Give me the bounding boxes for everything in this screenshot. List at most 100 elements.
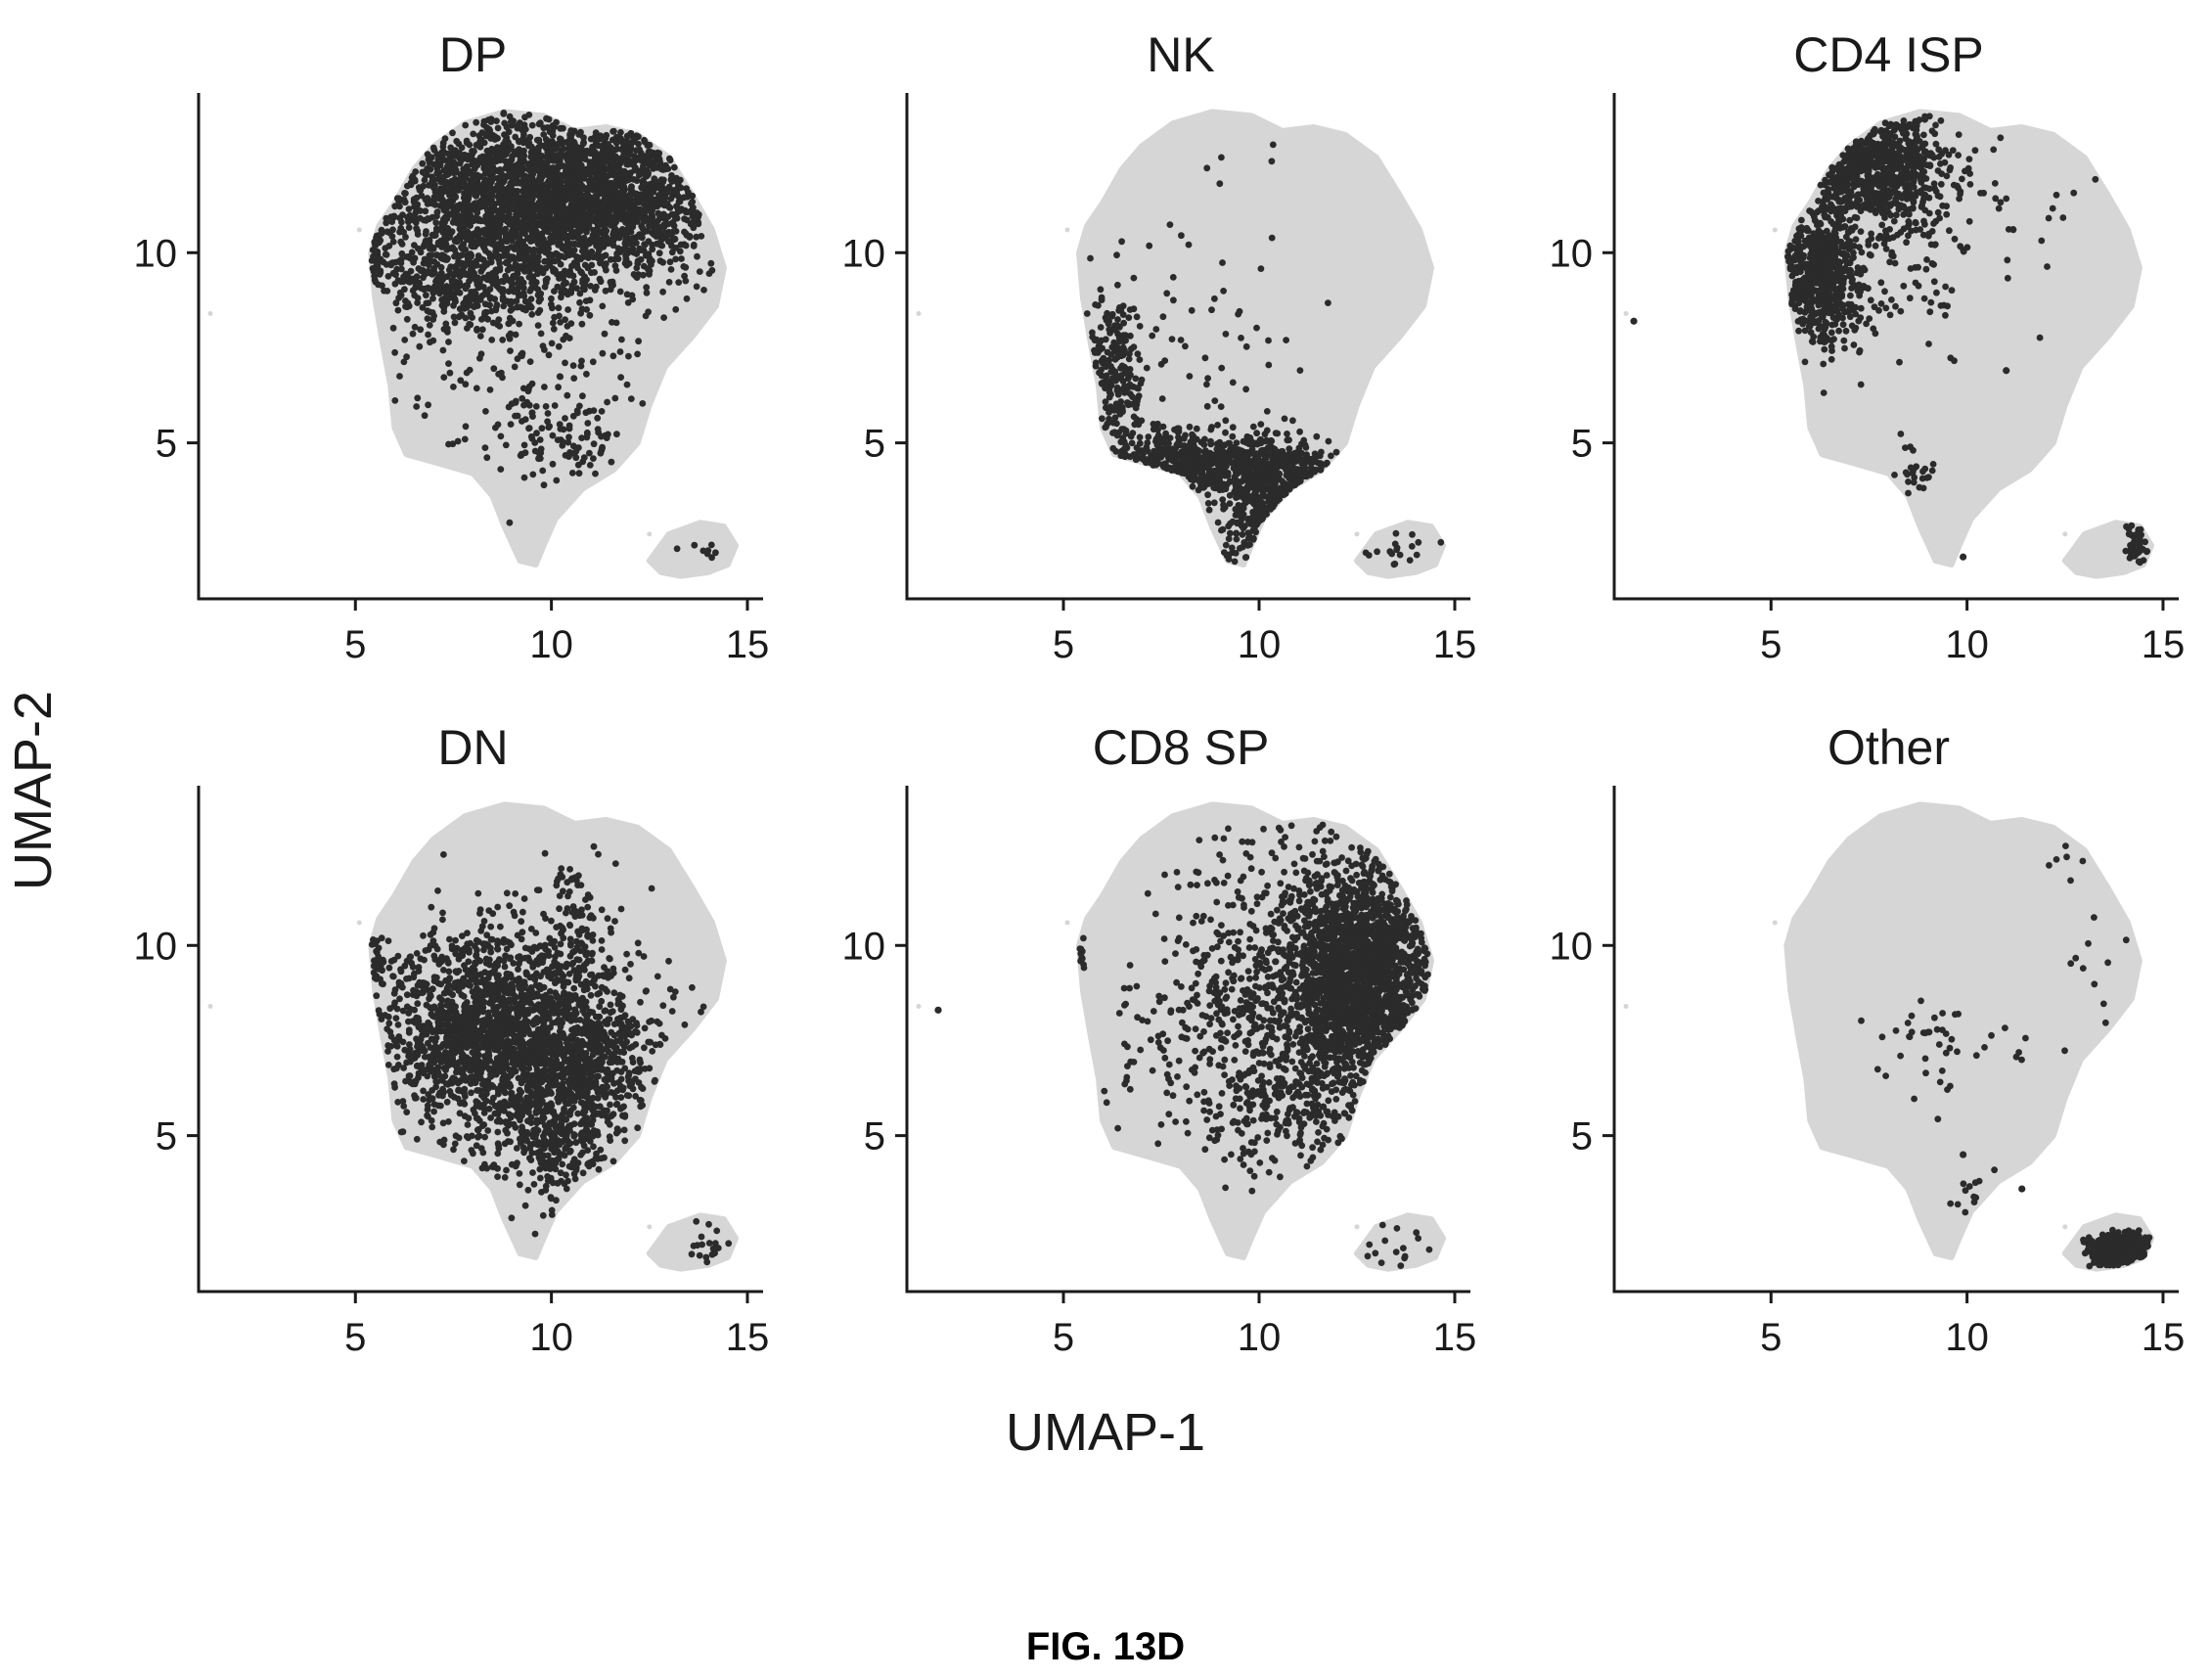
highlighted-cell	[583, 185, 591, 193]
highlighted-cell	[492, 269, 500, 277]
highlighted-cell	[589, 199, 597, 206]
highlighted-cell	[1238, 335, 1244, 341]
highlighted-cell	[480, 245, 488, 251]
highlighted-cell	[544, 275, 551, 283]
highlighted-cell	[683, 185, 690, 193]
highlighted-cell	[475, 132, 483, 140]
highlighted-cell	[558, 294, 564, 301]
highlighted-cell	[1228, 459, 1236, 467]
highlighted-cell	[594, 216, 602, 224]
highlighted-cell	[532, 191, 539, 198]
highlighted-cell	[620, 187, 628, 195]
highlighted-cell	[672, 245, 680, 251]
highlighted-cell	[547, 207, 555, 215]
highlighted-cell	[471, 148, 477, 155]
highlighted-cell	[391, 397, 399, 404]
highlighted-cell	[492, 306, 500, 314]
highlighted-cell	[506, 205, 514, 213]
highlighted-cell	[690, 218, 698, 225]
highlighted-cell	[621, 212, 629, 220]
y-tick-label: 5	[156, 423, 177, 466]
highlighted-cell	[1134, 350, 1142, 358]
highlighted-cell	[433, 161, 441, 169]
highlighted-cell	[483, 454, 491, 462]
highlighted-cell	[1177, 337, 1185, 343]
highlighted-cell	[508, 297, 515, 305]
highlighted-cell	[460, 299, 468, 307]
highlighted-cell	[659, 288, 666, 295]
highlighted-cell	[578, 226, 585, 234]
highlighted-cell	[1219, 525, 1227, 533]
highlighted-cell	[1233, 477, 1241, 484]
highlighted-cell	[1272, 495, 1279, 503]
highlighted-cell	[420, 216, 428, 224]
highlighted-cell	[673, 545, 681, 553]
highlighted-cell	[496, 144, 503, 152]
highlighted-cell	[517, 208, 523, 216]
highlighted-cell	[483, 260, 491, 268]
highlighted-cell	[630, 135, 638, 143]
highlighted-cell	[496, 225, 504, 233]
highlighted-cell	[476, 333, 484, 340]
highlighted-cell	[581, 261, 589, 269]
highlighted-cell	[403, 353, 410, 361]
highlighted-cell	[1287, 463, 1294, 471]
highlighted-cell	[527, 285, 535, 293]
highlighted-cell	[590, 455, 597, 462]
highlighted-cell	[1856, 346, 1864, 354]
highlighted-cell	[567, 241, 575, 248]
highlighted-cell	[426, 268, 433, 276]
highlighted-cell	[514, 122, 521, 129]
highlighted-cell	[456, 279, 463, 286]
highlighted-cell	[556, 373, 564, 381]
highlighted-cell	[557, 124, 564, 132]
highlighted-cell	[1392, 529, 1400, 537]
highlighted-cell	[653, 233, 660, 241]
highlighted-cell	[1113, 343, 1121, 351]
highlighted-cell	[525, 401, 533, 409]
highlighted-cell	[1146, 242, 1153, 250]
y-tick-label: 10	[134, 232, 178, 275]
highlighted-cell	[462, 121, 470, 129]
highlighted-cell	[649, 212, 655, 220]
highlighted-cell	[627, 129, 635, 137]
highlighted-cell	[1114, 316, 1121, 323]
highlighted-cell	[1105, 320, 1112, 328]
highlighted-cell	[591, 133, 599, 141]
highlighted-cell	[483, 291, 491, 298]
highlighted-cell	[654, 178, 661, 186]
highlighted-cell	[1195, 486, 1202, 494]
highlighted-cell	[1251, 469, 1259, 476]
highlighted-cell	[534, 149, 541, 157]
highlighted-cell	[594, 222, 602, 230]
highlighted-cell	[405, 224, 413, 232]
highlighted-cell	[614, 204, 622, 212]
x-tick-label: 5	[1053, 623, 1074, 666]
highlighted-cell	[569, 219, 577, 227]
highlighted-cell	[1241, 522, 1248, 529]
highlighted-cell	[1286, 445, 1293, 452]
highlighted-cell	[543, 114, 550, 122]
highlighted-cell	[623, 137, 630, 145]
highlighted-cell	[641, 190, 649, 197]
highlighted-cell	[1201, 354, 1209, 362]
highlighted-cell	[455, 177, 463, 184]
highlighted-cell	[503, 160, 511, 168]
highlighted-cell	[550, 325, 558, 333]
highlighted-cell	[383, 219, 390, 227]
highlighted-cell	[1263, 408, 1271, 415]
highlighted-cell	[551, 220, 558, 228]
highlighted-cell	[625, 240, 632, 248]
highlighted-cell	[577, 309, 584, 317]
highlighted-cell	[426, 157, 433, 164]
highlighted-cell	[456, 312, 464, 320]
highlighted-cell	[613, 191, 621, 199]
highlighted-cell	[560, 336, 567, 343]
highlighted-cell	[486, 301, 493, 309]
highlighted-cell	[1249, 423, 1257, 431]
highlighted-cell	[700, 287, 707, 294]
highlighted-cell	[502, 225, 509, 233]
highlighted-cell	[1206, 449, 1214, 457]
highlighted-cell	[1241, 554, 1249, 562]
highlighted-cell	[484, 220, 492, 228]
